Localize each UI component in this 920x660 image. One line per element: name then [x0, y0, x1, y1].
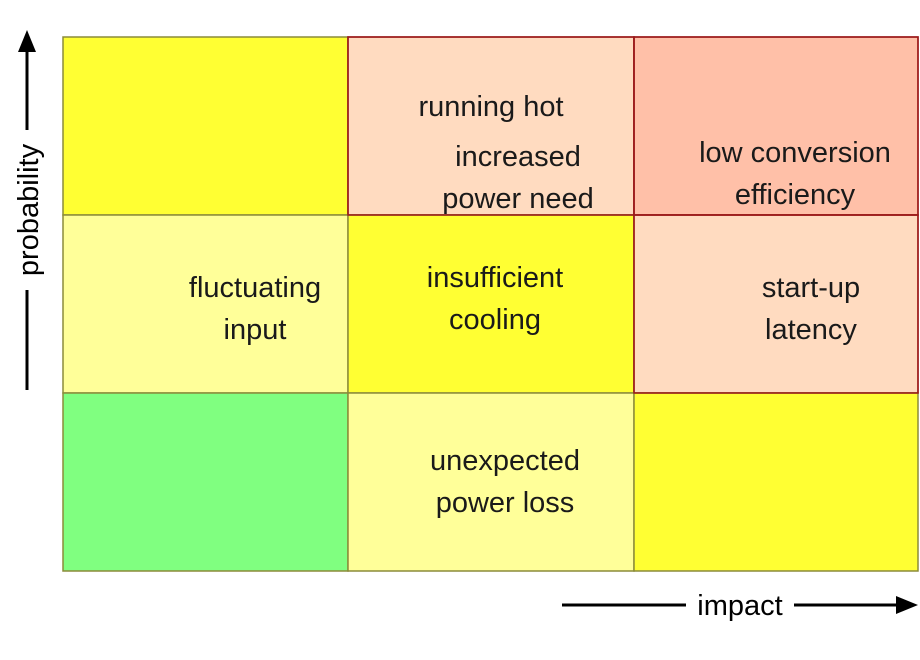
risk-label-high-high-line-0: low conversion: [699, 137, 891, 169]
risk-label-low-mid-line-0: unexpected: [430, 445, 580, 477]
risk-label-high-mid-line-2: power need: [442, 183, 594, 215]
risk-cell-low-high: [633, 392, 919, 572]
risk-label-mid-mid-line-1: cooling: [449, 304, 541, 336]
risk-labels: running hot increased power need low conver…: [189, 91, 891, 519]
probability-axis: probability: [13, 30, 45, 390]
risk-cell-mid-mid: [347, 214, 635, 394]
risk-cell-low-low: [62, 392, 349, 572]
risk-label-mid-high-line-0: start-up: [762, 272, 860, 304]
risk-label-mid-low-line-0: fluctuating: [189, 272, 321, 304]
risk-label-high-high-line-1: efficiency: [735, 179, 856, 211]
probability-axis-label: probability: [13, 143, 45, 276]
risk-cell-mid-low: [62, 214, 349, 394]
risk-label-mid-low-line-1: input: [224, 314, 287, 346]
risk-label-mid-mid-line-0: insufficient: [427, 262, 564, 294]
impact-axis: impact: [562, 590, 918, 622]
risk-cell-border-mid-high: [633, 214, 919, 394]
risk-cell-high-mid: [347, 36, 635, 216]
probability-arrowhead-icon: [18, 30, 36, 52]
risk-grid: [62, 36, 919, 572]
risk-label-high-mid-line-0: running hot: [418, 91, 563, 123]
risk-label-high-mid-line-1: increased: [455, 141, 581, 173]
risk-label-low-mid-line-1: power loss: [436, 487, 575, 519]
impact-axis-label: impact: [697, 590, 782, 622]
risk-cell-mid-high: [633, 214, 919, 394]
risk-label-mid-high-line-1: latency: [765, 314, 857, 346]
risk-cell-high-low: [62, 36, 349, 216]
risk-cell-low-mid: [347, 392, 635, 572]
impact-arrowhead-icon: [896, 596, 918, 614]
